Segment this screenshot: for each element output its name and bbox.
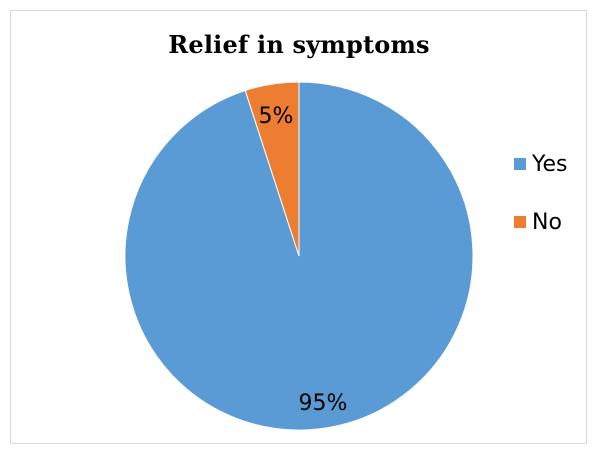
- data-label-no: 5%: [259, 104, 294, 129]
- data-label-yes: 95%: [299, 391, 348, 416]
- legend-swatch-yes: [514, 158, 526, 170]
- chart-title: Relief in symptoms: [168, 30, 430, 59]
- legend-item-yes: Yes: [514, 150, 568, 178]
- legend-item-no: No: [514, 208, 562, 236]
- legend: Yes No: [486, 150, 586, 252]
- legend-label-no: No: [532, 209, 562, 235]
- legend-label-yes: Yes: [532, 151, 568, 177]
- legend-swatch-no: [514, 216, 526, 228]
- pie-slice-no: [244, 81, 300, 257]
